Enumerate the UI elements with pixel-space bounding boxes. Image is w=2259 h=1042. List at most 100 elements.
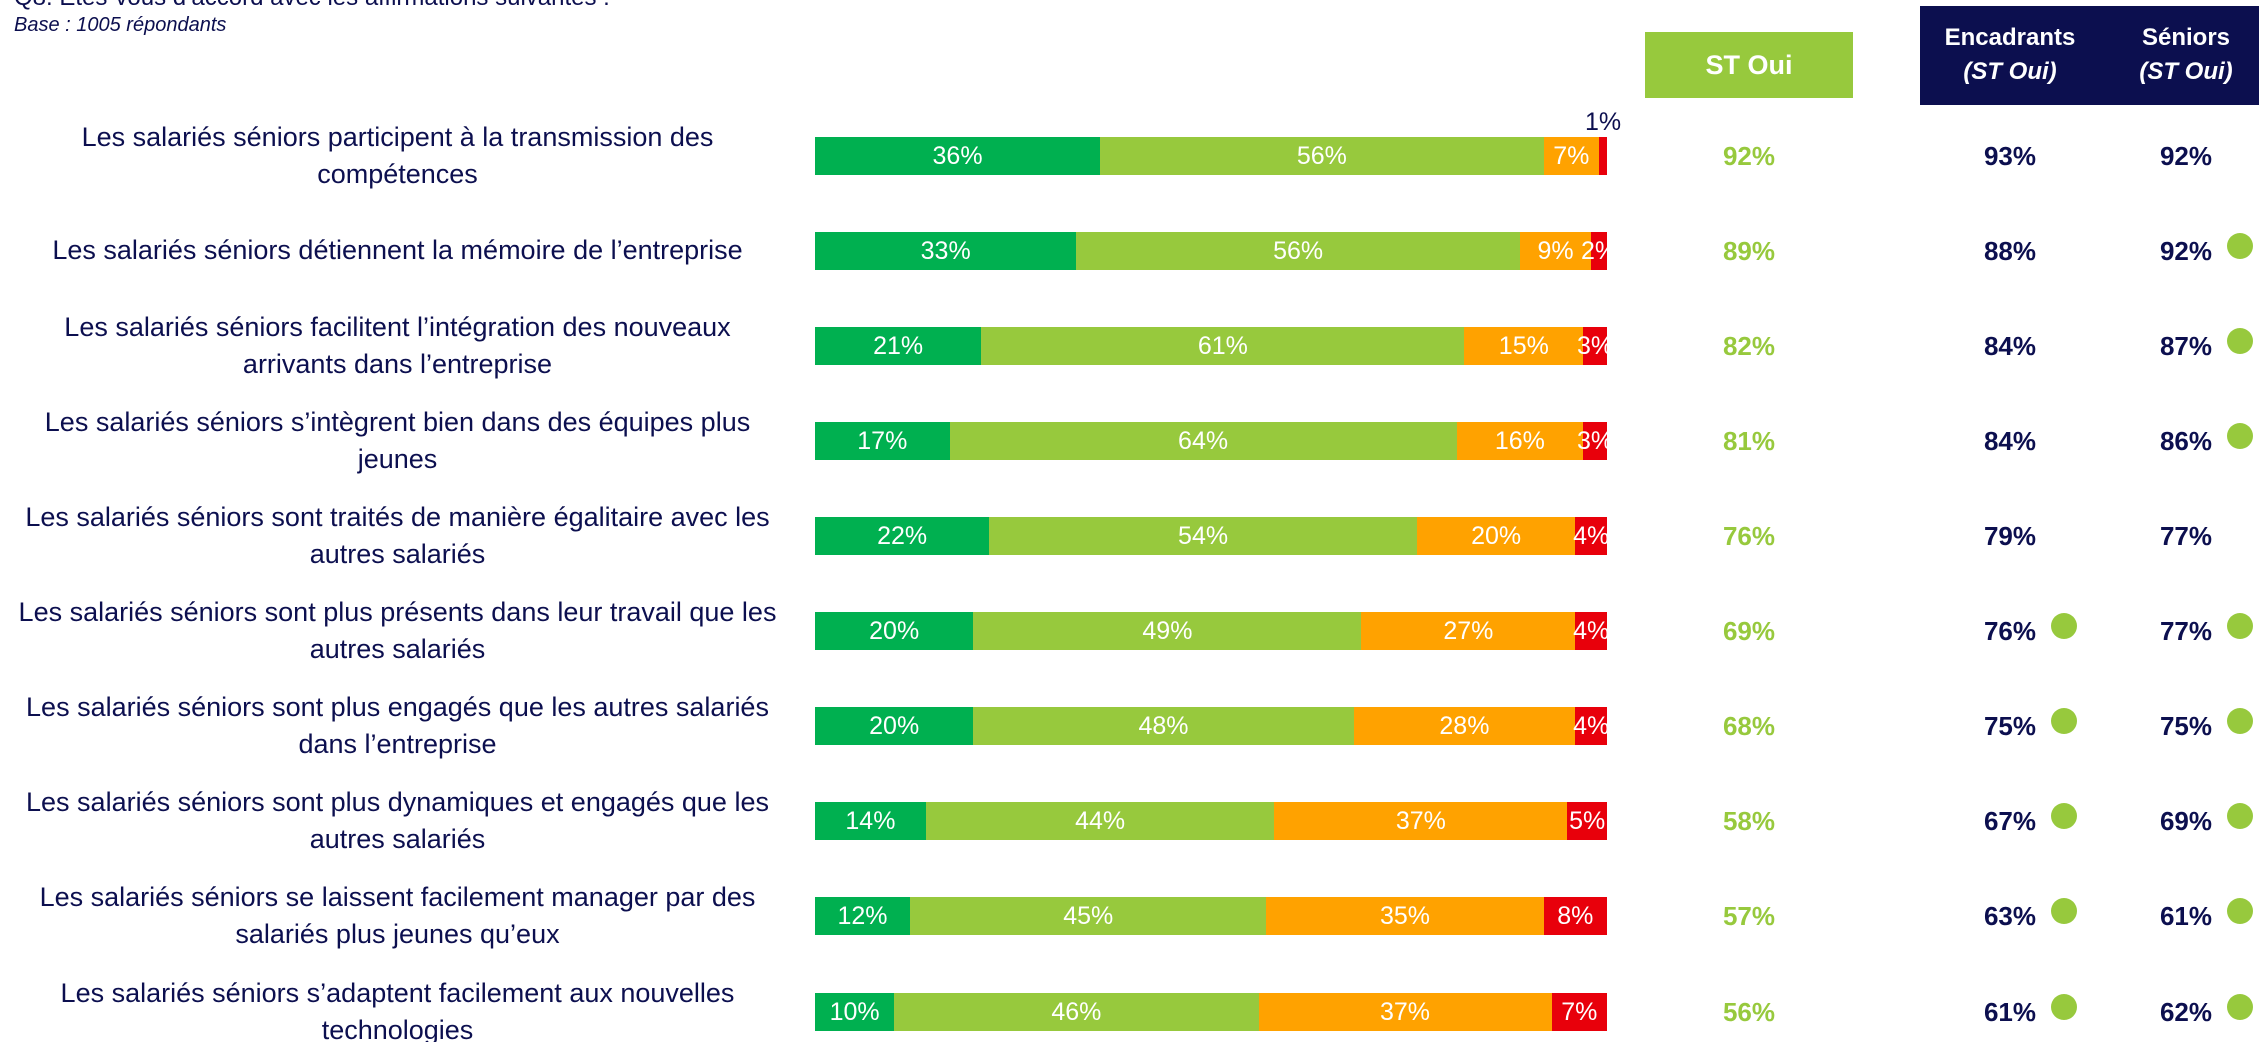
value-label: 4%	[1573, 617, 1610, 646]
bar-segment	[1567, 802, 1607, 841]
value-label: 12%	[837, 902, 888, 931]
value-label: 2%	[1581, 236, 1618, 265]
cell-value: 84%	[1983, 330, 2037, 361]
bar-segment	[1551, 992, 1607, 1031]
row-label: Les salariés séniors détiennent la mémoi…	[52, 235, 743, 266]
value-label: 7%	[1561, 997, 1598, 1026]
value-label: 8%	[1557, 902, 1594, 931]
value-label: 10%	[829, 997, 880, 1026]
bar-segment	[973, 707, 1354, 746]
row-label: Les salariés séniors se laissent facilem…	[39, 882, 756, 950]
value-label: 36%	[932, 141, 983, 170]
row-label: Les salariés séniors facilitent l’intégr…	[64, 311, 731, 379]
value-label: 61%	[1197, 331, 1248, 360]
value-label: 3%	[1577, 426, 1614, 455]
bar-segment	[815, 612, 974, 651]
bar-segment	[1575, 612, 1607, 651]
cell-value: 61%	[1983, 996, 2037, 1027]
significance-dot	[2051, 898, 2077, 925]
row-label: Les salariés séniors sont plus engagés q…	[26, 692, 769, 760]
value-label: 48%	[1138, 712, 1189, 741]
bar-segment	[815, 231, 1077, 270]
bar-segment	[973, 612, 1362, 651]
value-label: 33%	[920, 236, 971, 265]
encadrants-header: Encadrants	[1944, 24, 2076, 51]
value-label: 17%	[857, 426, 908, 455]
significance-dot	[2227, 327, 2253, 354]
value-label: 5%	[1569, 807, 1606, 836]
significance-dot	[2227, 898, 2253, 925]
bar-segment	[981, 326, 1465, 365]
significance-dot	[2051, 993, 2077, 1020]
value-label: 21%	[873, 331, 924, 360]
bar-segment	[1258, 992, 1552, 1031]
bar-segment	[815, 992, 895, 1031]
row-label: Les salariés séniors participent à la tr…	[81, 121, 714, 189]
row-label: Les salariés séniors s’adaptent facileme…	[60, 977, 735, 1042]
cell-value: 77%	[2159, 521, 2213, 551]
question: Q8. Etes-vous d’accord avec les affirmat…	[14, 0, 610, 12]
cell-value: 82%	[1722, 330, 1776, 361]
significance-dot	[2051, 803, 2077, 830]
bar-segment	[1100, 136, 1544, 175]
value-label: 56%	[1273, 236, 1324, 265]
value-label: 45%	[1063, 902, 1114, 931]
cell-value: 87%	[2159, 330, 2213, 361]
bar-segment	[949, 421, 1457, 460]
value-label: 46%	[1051, 997, 1102, 1026]
cell-value: 92%	[1722, 140, 1776, 171]
value-label: 37%	[1395, 807, 1446, 836]
value-label: 3%	[1577, 331, 1614, 360]
value-label: 37%	[1380, 997, 1431, 1026]
bar-segment	[925, 802, 1275, 841]
significance-dot	[2227, 803, 2253, 830]
cell-value: 58%	[1722, 806, 1776, 837]
bar-segment	[1456, 421, 1584, 460]
cell-value: 61%	[2159, 901, 2213, 932]
value-label: 14%	[845, 807, 896, 836]
value-label: 54%	[1178, 522, 1229, 550]
cell-value: 88%	[1983, 235, 2037, 266]
value-label: 1%	[1584, 107, 1622, 136]
bar-segment	[1543, 136, 1600, 175]
significance-dot	[2227, 708, 2253, 735]
value-label: 64%	[1178, 426, 1229, 455]
significance-dot	[2051, 613, 2077, 640]
cell-value: 69%	[1722, 616, 1776, 647]
row-label: Les salariés séniors sont plus présents …	[18, 597, 777, 665]
cell-value: 79%	[1983, 521, 2037, 551]
value-label: 20%	[1471, 522, 1522, 550]
value-label: 9%	[1537, 236, 1574, 265]
cell-value: 62%	[2159, 996, 2213, 1027]
st-oui-header: ST Oui	[1645, 32, 1853, 98]
cell-value: 89%	[1722, 235, 1776, 266]
value-label: 4%	[1573, 522, 1610, 550]
value-label: 27%	[1443, 617, 1494, 646]
value-label: 28%	[1439, 712, 1490, 741]
cell-value: 84%	[1983, 425, 2037, 456]
bar-segment	[815, 421, 950, 460]
cell-value: 76%	[1983, 616, 2037, 647]
cell-value: 86%	[2159, 425, 2213, 456]
significance-dot	[2051, 708, 2077, 735]
row-label: Les salariés séniors s’intègrent bien da…	[44, 406, 751, 474]
bar-segment	[1583, 326, 1607, 365]
bar-segment	[1464, 326, 1584, 365]
bar-segment	[1416, 517, 1576, 555]
bar-segment	[894, 992, 1259, 1031]
significance-dot	[2227, 232, 2253, 259]
significance-dot	[2227, 993, 2253, 1020]
bar-segment	[1575, 517, 1607, 555]
bar-segment	[815, 802, 926, 841]
cell-value: 93%	[1983, 140, 2037, 171]
cell-value: 63%	[1983, 901, 2037, 932]
significance-dot	[2227, 613, 2253, 640]
cell-value: 92%	[2159, 235, 2213, 266]
bar-segment	[1543, 897, 1607, 936]
cell-value: 67%	[1983, 806, 2037, 837]
cell-value: 92%	[2159, 140, 2213, 171]
bar-segment	[1519, 231, 1592, 270]
header-box	[1920, 6, 2259, 105]
base: Base : 1005 répondants	[14, 14, 227, 36]
value-label: 22%	[877, 522, 928, 550]
